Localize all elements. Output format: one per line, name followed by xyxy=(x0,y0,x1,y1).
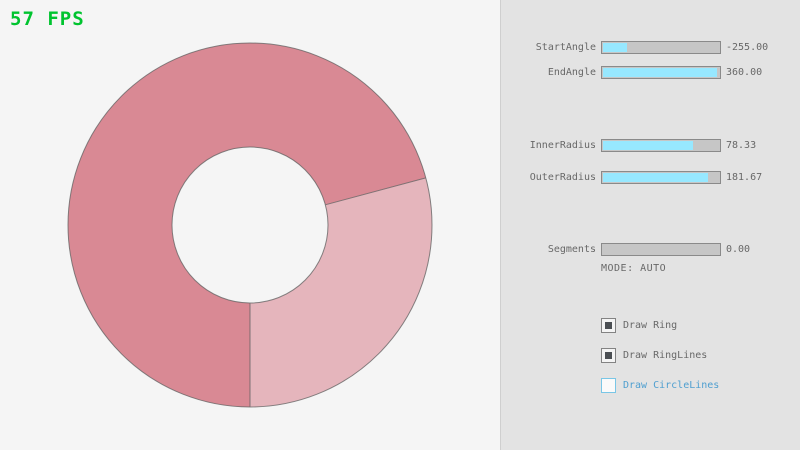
checkbox-check-icon xyxy=(605,322,612,329)
slider-fill xyxy=(603,43,627,52)
checkbox-draw-circlelines[interactable]: Draw CircleLines xyxy=(601,378,791,393)
checkbox-label: Draw RingLines xyxy=(623,350,708,361)
ring-inner-circle-line xyxy=(171,146,329,304)
slider-innerradius[interactable] xyxy=(601,139,721,152)
slider-value-endangle: 360.00 xyxy=(726,67,763,78)
checkbox-check-icon xyxy=(605,352,612,359)
slider-row-segments: Segments 0.00 xyxy=(501,243,800,256)
checkbox-check-icon xyxy=(605,382,612,389)
checkbox-label: Draw CircleLines xyxy=(623,380,720,391)
checkbox-box[interactable] xyxy=(601,318,616,333)
ring-outlines xyxy=(67,42,433,408)
slider-fill xyxy=(603,68,717,77)
mode-label: MODE: AUTO xyxy=(601,263,667,274)
slider-fill xyxy=(603,173,709,182)
slider-row-outerradius: OuterRadius 181.67 xyxy=(501,171,800,184)
slider-row-endangle: EndAngle 360.00 xyxy=(501,66,800,79)
slider-label-innerradius: InnerRadius xyxy=(529,140,596,151)
slider-row-innerradius: InnerRadius 78.33 xyxy=(501,139,800,152)
slider-value-segments: 0.00 xyxy=(726,244,751,255)
checkbox-draw-ring[interactable]: Draw Ring xyxy=(601,318,791,333)
slider-fill xyxy=(603,141,694,150)
ring-chart xyxy=(67,42,433,408)
slider-endangle[interactable] xyxy=(601,66,721,79)
slider-label-startangle: StartAngle xyxy=(535,42,596,53)
ring-sector-light xyxy=(250,177,433,407)
fps-counter: 57 FPS xyxy=(10,8,85,30)
drawing-canvas: 57 FPS xyxy=(10,8,433,408)
checkbox-box[interactable] xyxy=(601,378,616,393)
slider-label-endangle: EndAngle xyxy=(547,67,596,78)
slider-label-outerradius: OuterRadius xyxy=(529,172,596,183)
ring-edge-line-right xyxy=(325,177,426,206)
slider-value-startangle: -255.00 xyxy=(726,42,769,53)
checkbox-draw-ringlines[interactable]: Draw RingLines xyxy=(601,348,791,363)
slider-startangle[interactable] xyxy=(601,41,721,54)
checkbox-label: Draw Ring xyxy=(623,320,678,331)
slider-value-innerradius: 78.33 xyxy=(726,140,757,151)
slider-outerradius[interactable] xyxy=(601,171,721,184)
ring-sector-dark xyxy=(68,43,426,408)
checkbox-box[interactable] xyxy=(601,348,616,363)
slider-label-segments: Segments xyxy=(547,244,596,255)
slider-row-startangle: StartAngle -255.00 xyxy=(501,41,800,54)
control-panel: StartAngle -255.00 EndAngle 360.00 Inner… xyxy=(500,0,800,450)
slider-segments[interactable] xyxy=(601,243,721,256)
slider-value-outerradius: 181.67 xyxy=(726,172,763,183)
